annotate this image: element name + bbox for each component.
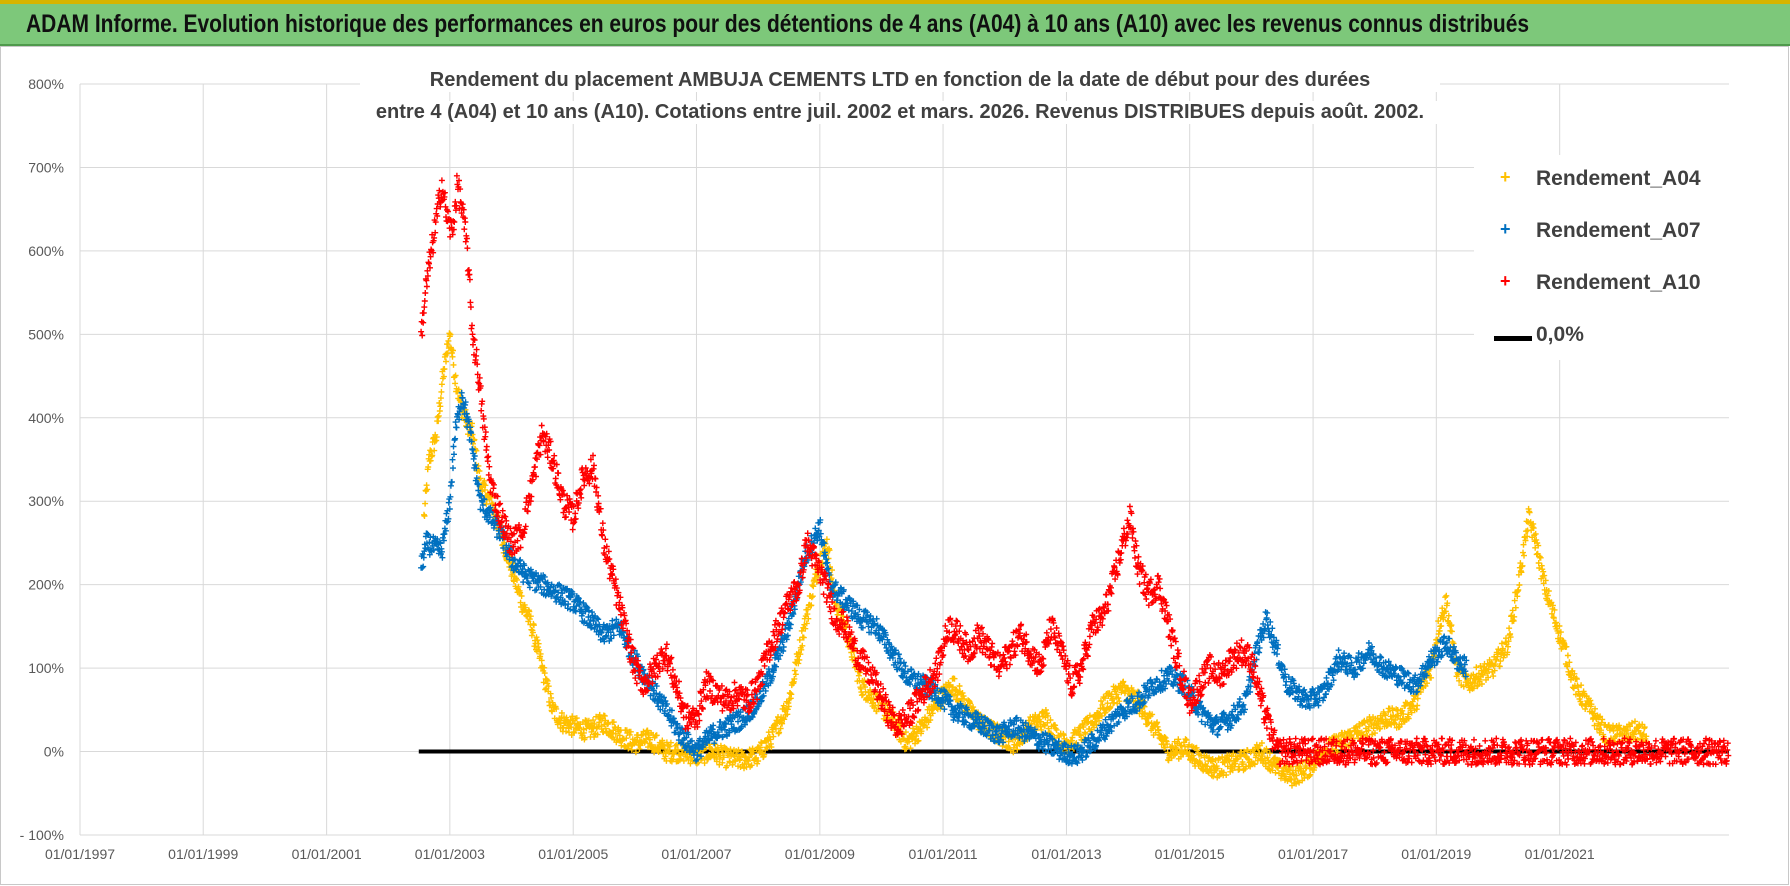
- x-tick-label: 01/01/2015: [1155, 846, 1225, 862]
- x-tick-label: 01/01/2001: [292, 846, 362, 862]
- report-banner-title: ADAM Informe. Evolution historique des p…: [26, 10, 1530, 38]
- x-tick-label: 01/01/2005: [538, 846, 608, 862]
- y-tick-label: 100%: [28, 660, 64, 676]
- chart-legend: + Rendement_A04 + Rendement_A07 + Rendem…: [1474, 155, 1730, 360]
- y-tick-label: 600%: [28, 243, 64, 259]
- y-tick-label: 200%: [28, 577, 64, 593]
- series-Rendement_A10: [418, 172, 1732, 768]
- x-tick-label: 01/01/1997: [45, 846, 115, 862]
- scatter-points: [418, 172, 1732, 789]
- chart-frame: [0, 46, 1789, 885]
- y-tick-label: 0%: [44, 744, 64, 760]
- y-tick-label: 500%: [28, 326, 64, 342]
- x-tick-label: 01/01/2011: [909, 846, 978, 862]
- plus-marker-icon: +: [1500, 219, 1511, 239]
- chart-axes: - 100% 0% 100% 200% 300% 400% 500% 600% 700% 800%…: [20, 76, 1729, 862]
- y-tick-label: 700%: [28, 159, 64, 175]
- series-markers: [418, 172, 1732, 768]
- x-tick-label: 01/01/2007: [661, 846, 731, 862]
- y-tick-label: 300%: [28, 493, 64, 509]
- x-tick-label: 01/01/2017: [1278, 846, 1348, 862]
- plus-marker-icon: +: [1500, 167, 1511, 187]
- x-tick-label: 01/01/2009: [785, 846, 855, 862]
- legend-item-a07[interactable]: + Rendement_A07: [1474, 217, 1730, 247]
- x-tick-label: 01/01/2021: [1525, 846, 1595, 862]
- legend-label-a04: Rendement_A04: [1536, 167, 1701, 190]
- chart-grid: [79, 83, 1729, 836]
- chart-title-line-2: entre 4 (A04) et 10 ans (A10). Cotations…: [360, 101, 1440, 124]
- legend-label-zero: 0,0%: [1536, 323, 1584, 346]
- x-tick-label: 01/01/2003: [415, 846, 485, 862]
- legend-item-a10[interactable]: + Rendement_A10: [1474, 269, 1730, 299]
- y-tick-label: 400%: [28, 410, 64, 426]
- y-tick-label: - 100%: [20, 827, 64, 843]
- legend-label-a07: Rendement_A07: [1536, 219, 1701, 242]
- zero-line-swatch-icon: [1494, 336, 1532, 341]
- series-Rendement_A07: [418, 389, 1470, 767]
- chart-title-line-1: Rendement du placement AMBUJA CEMENTS LT…: [360, 69, 1440, 92]
- x-tick-label: 01/01/2019: [1401, 846, 1471, 862]
- legend-item-zero[interactable]: 0,0%: [1474, 321, 1730, 351]
- legend-item-a04[interactable]: + Rendement_A04: [1474, 165, 1730, 195]
- performance-chart: - 100% 0% 100% 200% 300% 400% 500% 600% 700% 800%…: [20, 76, 1732, 862]
- x-tick-label: 01/01/2013: [1031, 846, 1101, 862]
- series-markers: [418, 389, 1470, 767]
- report-banner: ADAM Informe. Evolution historique des p…: [0, 0, 1790, 46]
- plus-marker-icon: +: [1500, 271, 1511, 291]
- legend-label-a10: Rendement_A10: [1536, 271, 1701, 294]
- y-tick-label: 800%: [28, 76, 64, 92]
- x-tick-label: 01/01/1999: [168, 846, 238, 862]
